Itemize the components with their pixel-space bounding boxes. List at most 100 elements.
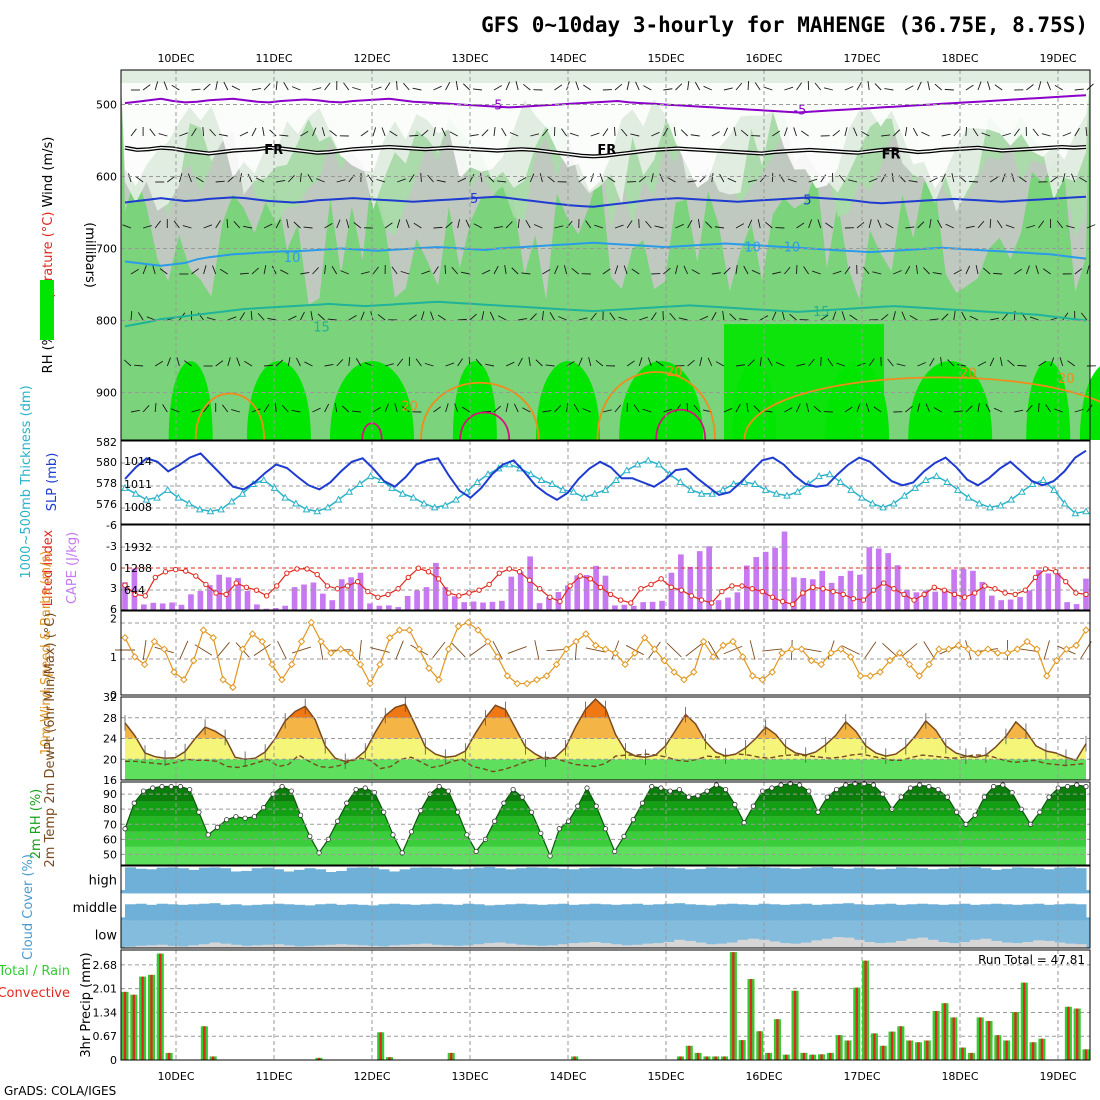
wind-barb (191, 128, 197, 137)
wind-barb (154, 402, 157, 413)
cape-bar (395, 607, 402, 610)
wind-barb (882, 642, 898, 658)
cape-bar (734, 592, 741, 610)
cloud-low-bar (230, 944, 242, 948)
cloud-middle-bar (769, 904, 781, 921)
wind-barb (433, 406, 442, 413)
wind-barb (635, 81, 640, 91)
wind-barb (545, 364, 555, 367)
wind-barb (457, 219, 461, 229)
wind-barb (941, 133, 951, 137)
temp-band (125, 738, 1086, 760)
wind-barb (152, 265, 156, 275)
cloud-high-bar (367, 867, 379, 894)
wind-barb (853, 127, 858, 137)
precip-convective-bar (890, 1031, 894, 1060)
wind-barb (377, 314, 386, 321)
cloud-high-bar (378, 869, 390, 894)
y-tick-label: 1008 (124, 501, 152, 514)
lifted-index-marker (456, 593, 462, 599)
wind-barb (941, 173, 946, 183)
cape-bar (244, 591, 251, 610)
cloud-high-bar (853, 867, 865, 894)
cloud-middle-bar (526, 904, 538, 921)
cloud-low-bar (790, 943, 802, 948)
date-tick-label: 17DEC (843, 1070, 880, 1083)
wind-barb (602, 268, 611, 275)
wind-barb (554, 84, 563, 91)
wind-barb (433, 266, 439, 275)
cloud-low-bar (821, 938, 834, 948)
lifted-index-marker (870, 587, 877, 593)
wind-barb (929, 177, 938, 183)
cloud-high-bar (315, 869, 327, 894)
thickness-marker (772, 489, 781, 497)
wind-barb (722, 311, 725, 321)
thickness-marker (441, 501, 450, 509)
wind-barb (571, 267, 579, 275)
rh-marker (538, 830, 544, 836)
lifted-index-marker (425, 569, 432, 575)
wind-barb (215, 360, 224, 367)
wind-barb (445, 81, 451, 91)
wind-speed-marker (729, 637, 737, 646)
wind-barb (215, 81, 218, 91)
wind-barb (711, 272, 721, 275)
wind-barb (251, 127, 257, 137)
cloud-low-bar (557, 944, 570, 948)
cloud-low-bar (452, 945, 464, 948)
cape-bar (470, 601, 477, 610)
lifted-index-marker (698, 597, 705, 603)
wind-barb (336, 179, 346, 183)
wind-barb (449, 131, 458, 137)
wind-speed-marker (964, 645, 973, 653)
rh-marker (602, 826, 609, 832)
wind-barb (642, 408, 652, 413)
cloud-middle-bar (589, 903, 601, 921)
contour-label: 10 (284, 251, 301, 266)
rh-marker (713, 782, 719, 788)
wind-barb (122, 224, 132, 229)
wind-barb (867, 81, 870, 91)
wind-speed-marker (131, 653, 139, 661)
cloud-high-bar (473, 867, 485, 894)
panel-frame (120, 440, 1091, 525)
cloud-high-bar (177, 868, 189, 894)
wind-barb (1017, 364, 1027, 367)
rh-marker (935, 786, 941, 793)
wind-barb (841, 311, 846, 321)
cape-bar (480, 602, 486, 610)
wind-barb (367, 174, 374, 183)
cloud-high-bar (874, 869, 886, 894)
y-tick-label: 580 (96, 456, 117, 469)
axis-label: CAPE (J/kg) (65, 532, 80, 604)
thickness-marker (687, 485, 695, 493)
rh-marker (806, 788, 812, 794)
cloud-middle-bar (484, 905, 496, 921)
wind-barb (321, 127, 326, 137)
cloud-low-bar (959, 941, 971, 948)
cloud-high-bar (906, 867, 918, 894)
wind-barb (650, 173, 654, 183)
thickness-marker (1039, 476, 1048, 484)
wind-barb (299, 173, 302, 183)
cloud-low-bar (1064, 943, 1076, 948)
rh-marker (473, 848, 479, 855)
wind-barb (796, 363, 806, 367)
y-tick-label: 24 (103, 733, 117, 746)
wind-barb (191, 409, 201, 413)
wind-speed-marker (827, 649, 835, 657)
wind-barb (472, 88, 482, 91)
cloud-middle-bar (357, 904, 369, 921)
rh-marker (954, 809, 960, 815)
thickness-marker (847, 485, 855, 493)
wind-barb (517, 177, 527, 183)
lifted-index-marker (516, 569, 523, 575)
wind-barb (687, 180, 697, 183)
wind-speed-marker (121, 634, 129, 642)
thickness-marker (227, 497, 236, 505)
cloud-low-bar (864, 941, 876, 948)
cloud-low-bar (473, 944, 485, 948)
wind-barb (384, 363, 394, 367)
thickness-marker (633, 460, 642, 468)
